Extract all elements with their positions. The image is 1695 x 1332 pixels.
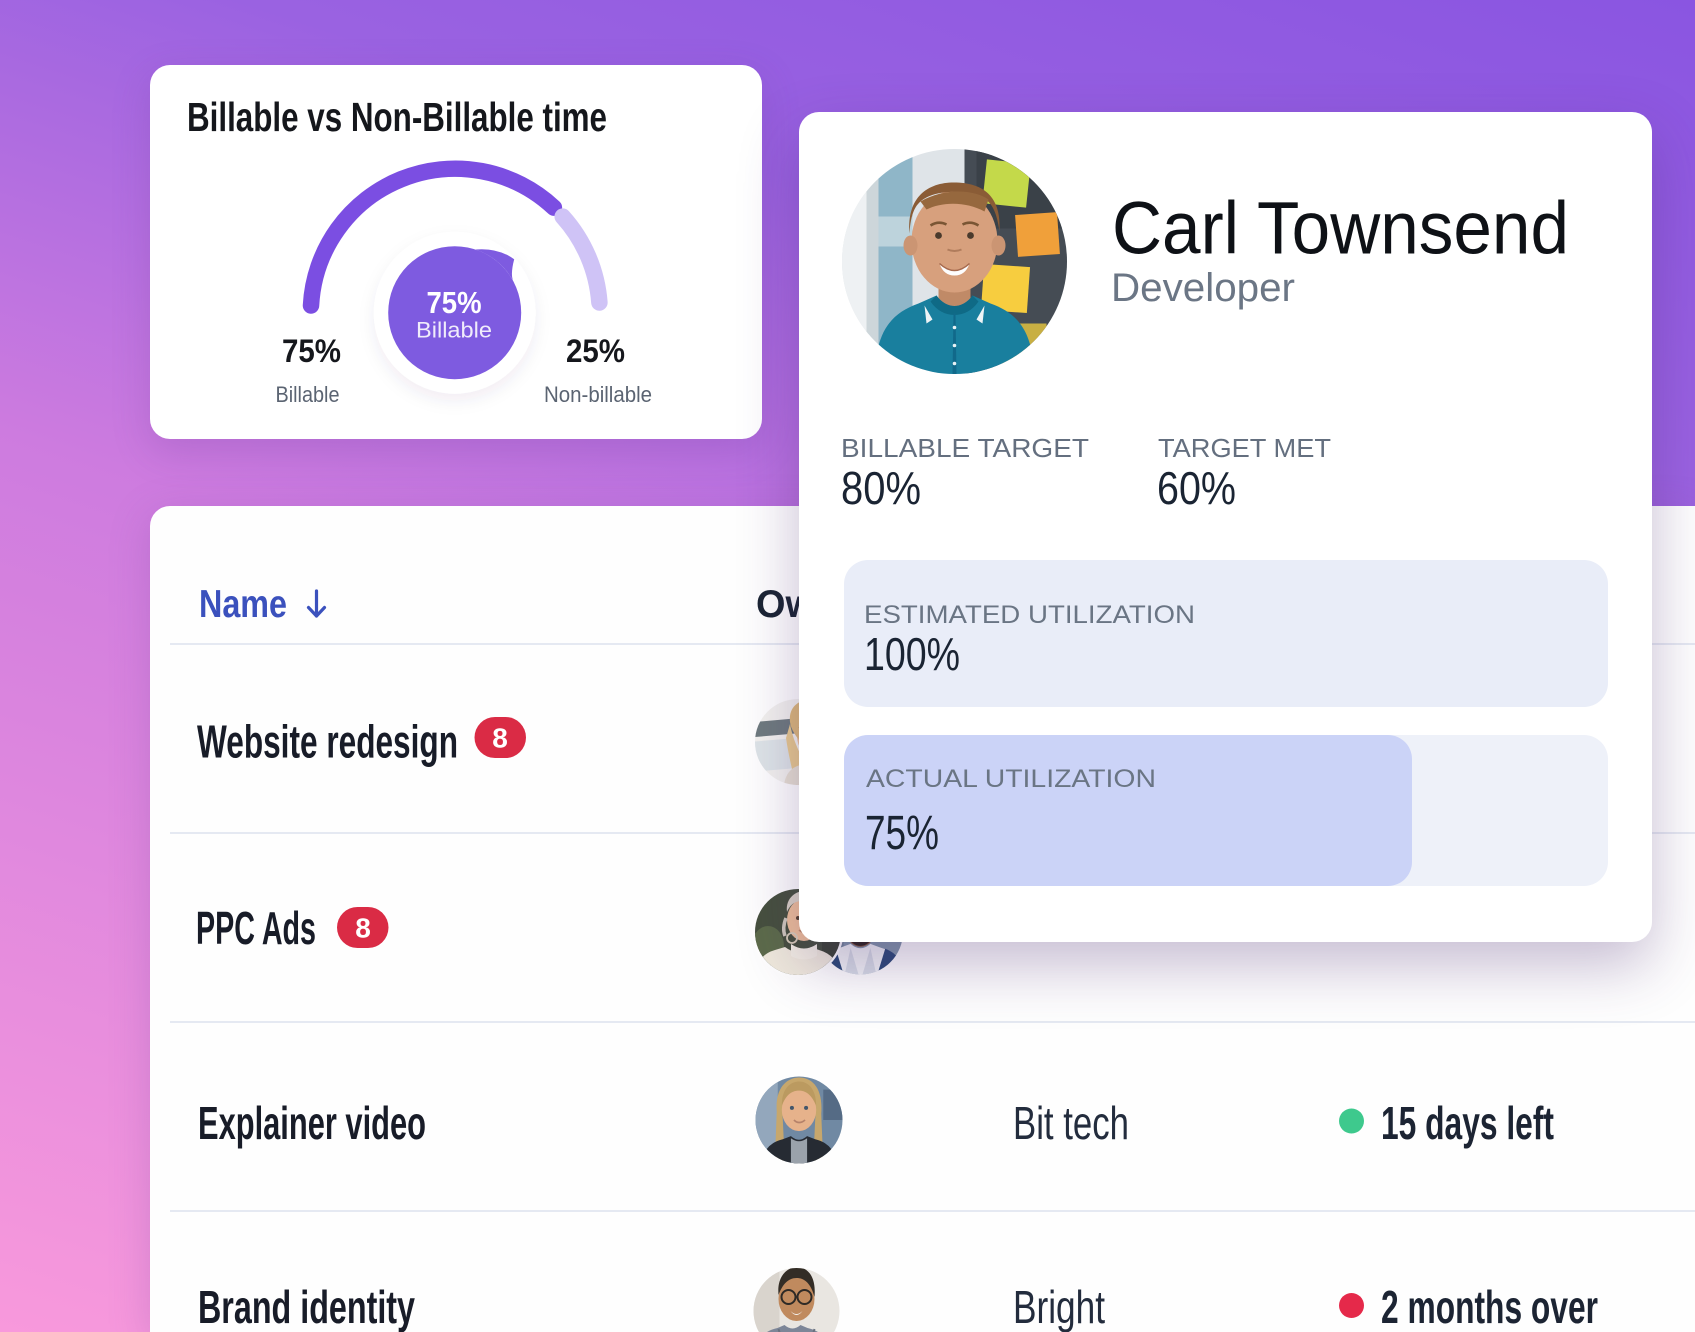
- svg-text:ACTUAL UTILIZATION: ACTUAL UTILIZATION: [866, 765, 1156, 793]
- svg-text:Carl Townsend: Carl Townsend: [1112, 187, 1569, 270]
- svg-text:BILLABLE TARGET: BILLABLE TARGET: [841, 433, 1089, 463]
- svg-text:TARGET MET: TARGET MET: [1158, 433, 1331, 463]
- svg-text:Billable: Billable: [276, 382, 340, 407]
- svg-text:Website redesign: Website redesign: [197, 716, 458, 768]
- svg-text:8: 8: [492, 723, 508, 754]
- svg-text:Non-billable: Non-billable: [544, 382, 652, 407]
- svg-text:15 days left: 15 days left: [1381, 1097, 1554, 1149]
- svg-text:Bit tech: Bit tech: [1013, 1097, 1129, 1149]
- svg-text:80%: 80%: [841, 462, 921, 514]
- svg-text:Name: Name: [199, 583, 287, 626]
- svg-text:Brand identity: Brand identity: [198, 1281, 415, 1332]
- svg-text:25%: 25%: [566, 333, 625, 369]
- svg-text:8: 8: [355, 913, 371, 944]
- svg-text:Developer: Developer: [1111, 266, 1295, 310]
- svg-text:Explainer video: Explainer video: [198, 1097, 426, 1149]
- svg-text:2 months over: 2 months over: [1381, 1281, 1598, 1332]
- svg-text:75%: 75%: [282, 333, 341, 369]
- svg-text:Billable: Billable: [416, 318, 492, 343]
- svg-text:60%: 60%: [1157, 462, 1236, 514]
- svg-text:100%: 100%: [864, 628, 960, 680]
- svg-text:75%: 75%: [865, 807, 939, 860]
- svg-text:Bright: Bright: [1013, 1281, 1105, 1332]
- svg-text:PPC Ads: PPC Ads: [196, 902, 316, 954]
- svg-text:75%: 75%: [427, 285, 482, 320]
- svg-text:ESTIMATED UTILIZATION: ESTIMATED UTILIZATION: [864, 601, 1195, 629]
- svg-text:Billable vs Non-Billable time: Billable vs Non-Billable time: [187, 94, 607, 140]
